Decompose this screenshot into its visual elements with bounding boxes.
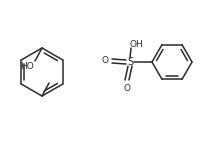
Text: O: O bbox=[123, 84, 130, 93]
Text: O: O bbox=[102, 56, 109, 65]
Text: OH: OH bbox=[129, 40, 143, 49]
Text: HO: HO bbox=[20, 62, 34, 71]
Text: S: S bbox=[126, 57, 132, 67]
